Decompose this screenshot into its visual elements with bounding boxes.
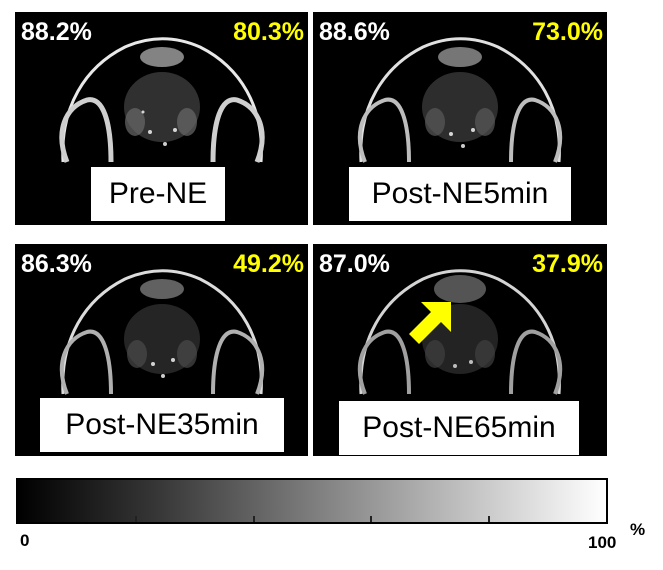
- panel-post-ne65min: 87.0% 37.9% Post-NE65min: [313, 244, 607, 456]
- colorbar-unit-label: %: [630, 520, 646, 539]
- right-percentage: 37.9%: [532, 250, 603, 278]
- panel-post-ne5min: 88.6% 73.0% Post-NE5min: [313, 12, 607, 225]
- colorbar-tick: [253, 516, 255, 522]
- mri-scan-image: [357, 37, 563, 163]
- left-percentage: 86.3%: [21, 250, 92, 278]
- right-percentage: 73.0%: [532, 18, 603, 46]
- panel-label: Pre-NE: [91, 167, 225, 221]
- left-percentage: 88.6%: [319, 18, 390, 46]
- panel-label: Post-NE65min: [339, 401, 579, 455]
- panel-pre-ne: 88.2% 80.3% Pre-NE: [15, 12, 308, 225]
- colorbar-min-label: 0: [20, 531, 30, 550]
- arrow-icon: [409, 302, 451, 344]
- colorbar: [16, 478, 608, 524]
- colorbar-max-label: 100: [588, 533, 617, 552]
- right-percentage: 80.3%: [233, 18, 304, 46]
- mri-scan-image: [59, 269, 265, 395]
- colorbar-tick: [135, 516, 137, 522]
- panel-label: Post-NE5min: [349, 167, 571, 221]
- mri-scan-image: [59, 37, 265, 163]
- left-percentage: 87.0%: [319, 250, 390, 278]
- right-percentage: 49.2%: [233, 250, 304, 278]
- colorbar-tick: [370, 516, 372, 522]
- colorbar-tick: [488, 516, 490, 522]
- panel-label: Post-NE35min: [40, 398, 284, 452]
- panel-post-ne35min: 86.3% 49.2% Post-NE35min: [15, 244, 308, 456]
- left-percentage: 88.2%: [21, 18, 92, 46]
